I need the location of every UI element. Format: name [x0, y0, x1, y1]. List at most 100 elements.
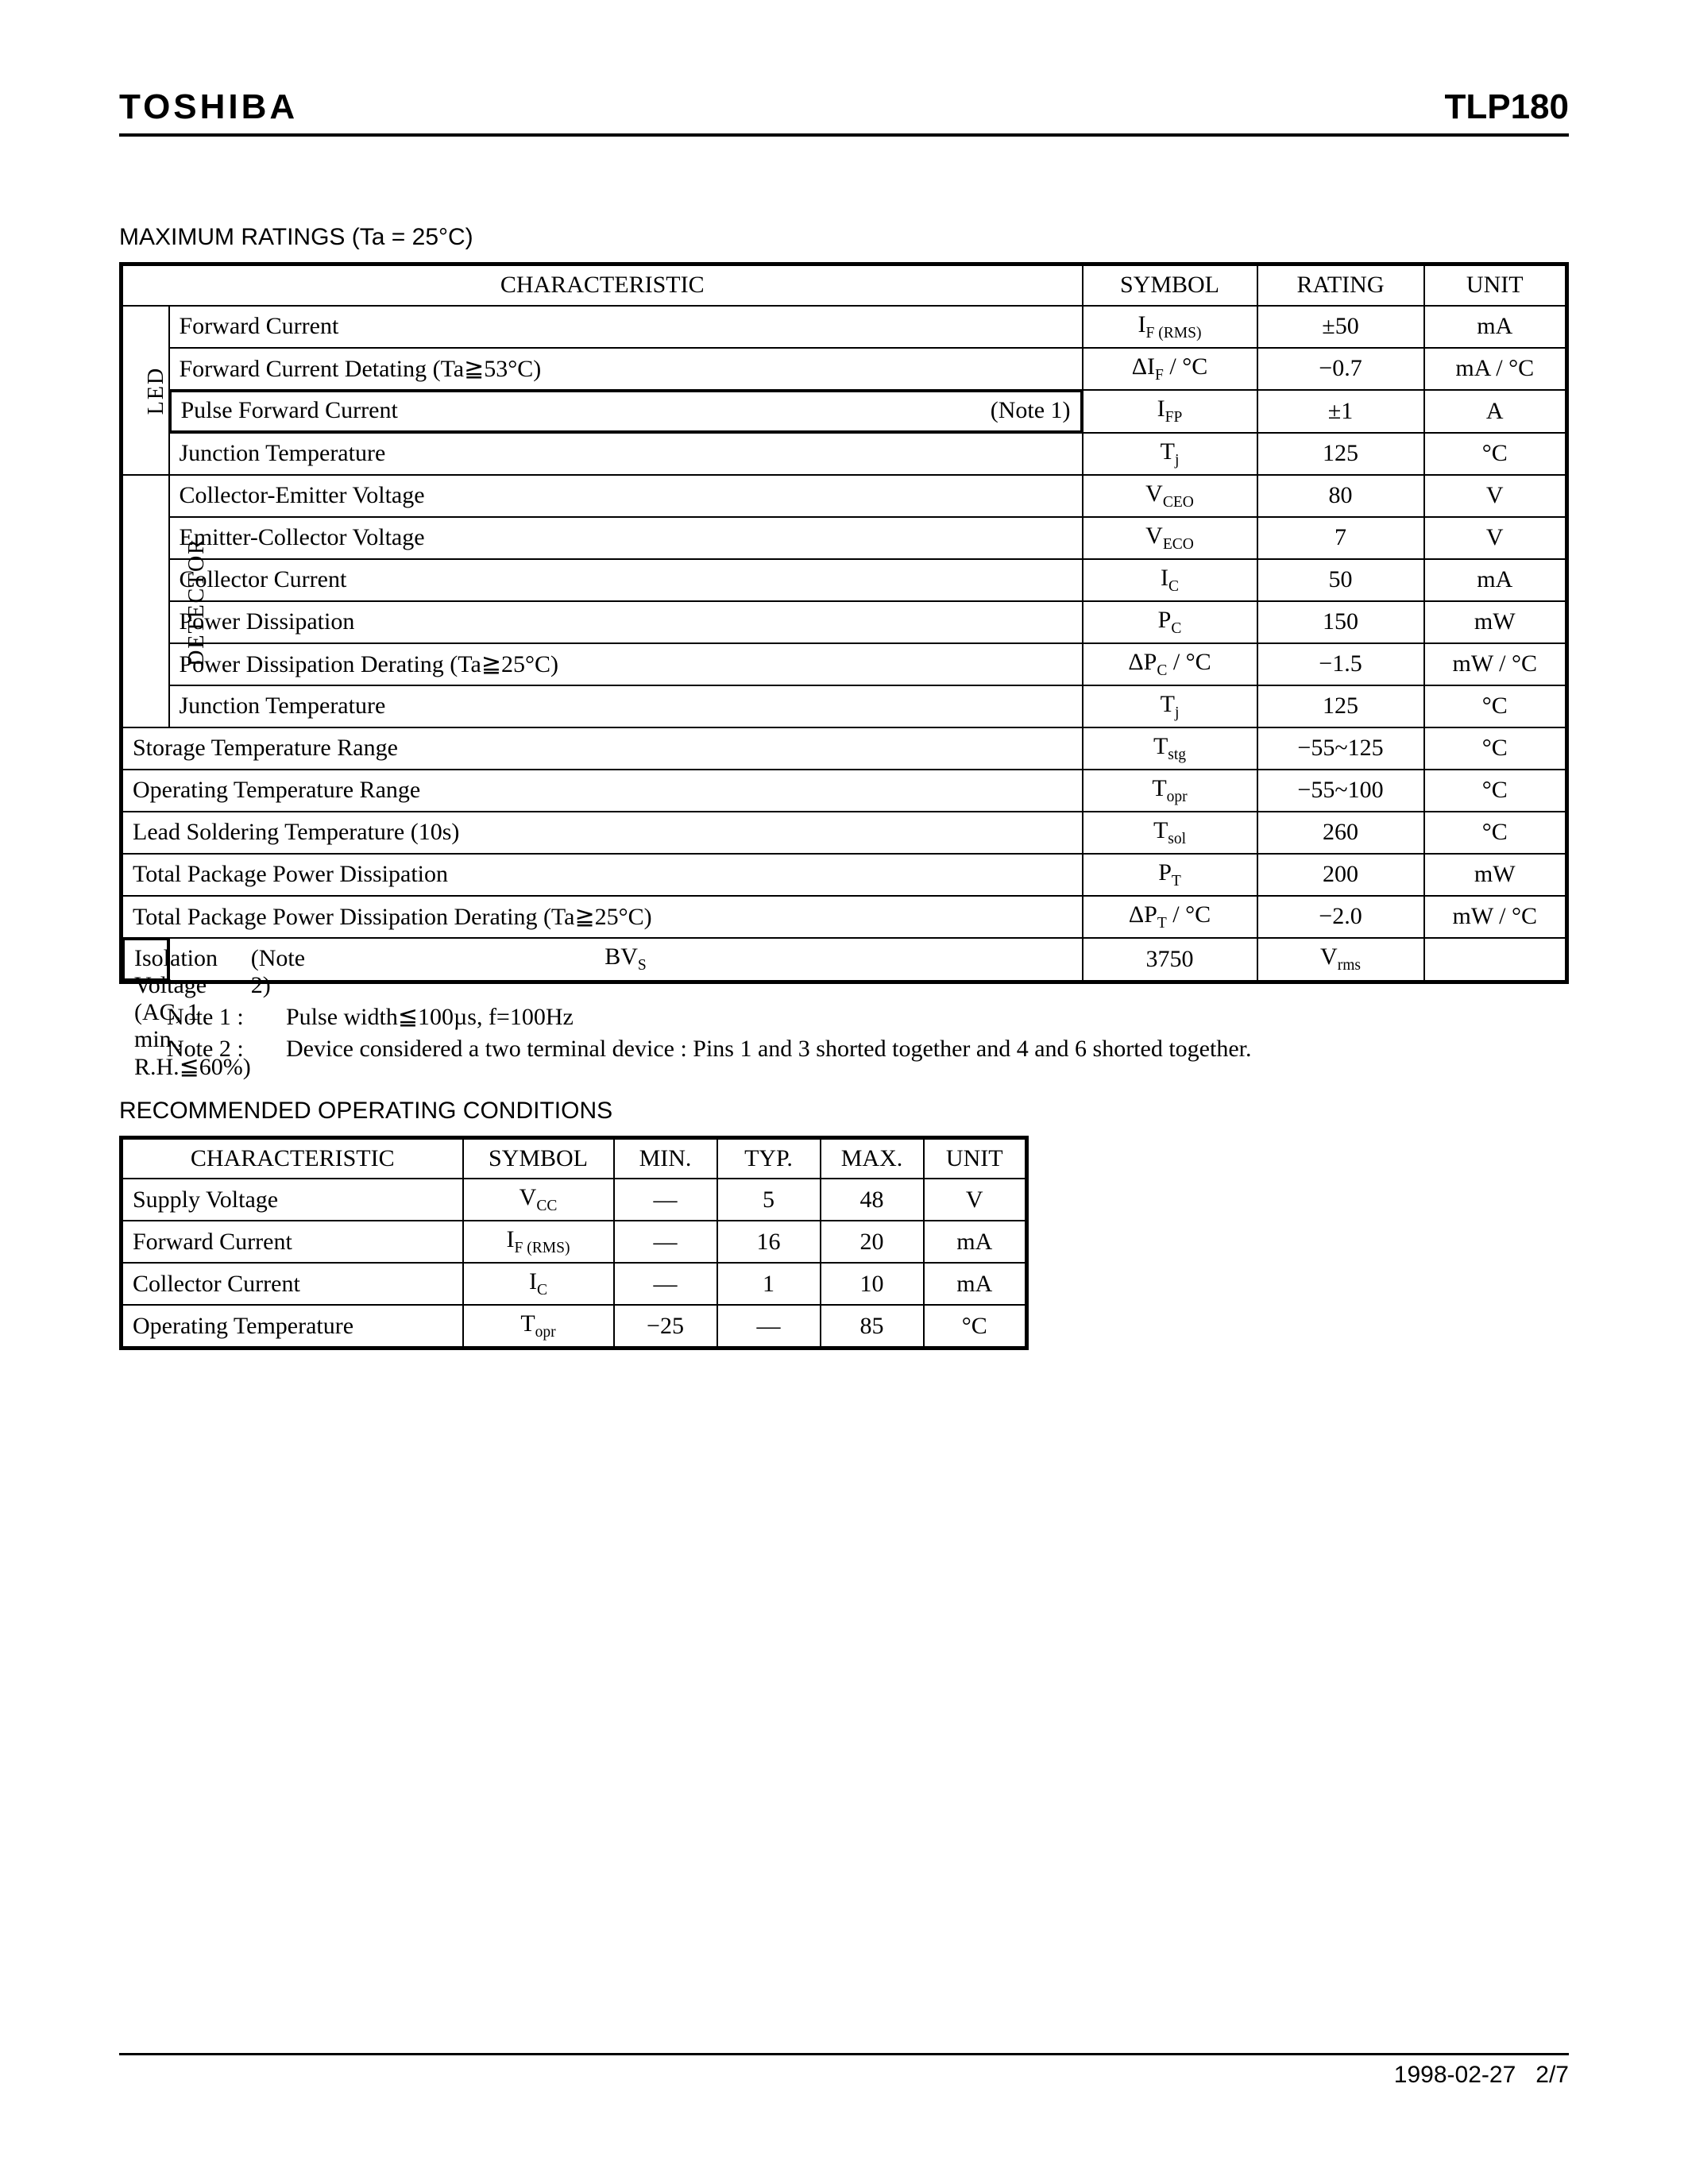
unit-cell: °C: [1424, 770, 1567, 812]
char-cell: Junction Temperature: [169, 685, 1083, 727]
table-row: Isolation Voltage (AC, 1 min., R.H.≦60%)…: [122, 938, 1567, 982]
note-label: Note 1 :: [167, 1001, 286, 1034]
rating-cell: −1.5: [1257, 643, 1424, 685]
symbol-cell: IC: [463, 1263, 614, 1305]
rating-cell: −55~125: [1257, 727, 1424, 770]
rating-cell: 125: [1257, 433, 1424, 475]
symbol-cell: IF (RMS): [1083, 306, 1257, 348]
table-row: Collector CurrentIC50mA: [122, 559, 1567, 601]
symbol-cell: Topr: [463, 1305, 614, 1349]
roc-title: RECOMMENDED OPERATING CONDITIONS: [119, 1098, 1569, 1125]
footer-page: 2/7: [1535, 2062, 1569, 2088]
unit-cell: mW / °C: [1424, 896, 1567, 938]
table-row: Total Package Power Dissipation Derating…: [122, 896, 1567, 938]
brand-logo: TOSHIBA: [119, 87, 298, 127]
part-number: TLP180: [1444, 87, 1569, 127]
rating-cell: ±1: [1257, 390, 1424, 433]
max-cell: 20: [821, 1221, 924, 1263]
typ-cell: 16: [717, 1221, 821, 1263]
datasheet-page: TOSHIBA TLP180 MAXIMUM RATINGS (Ta = 25°…: [0, 0, 1688, 2184]
rating-cell: 80: [1257, 475, 1424, 517]
table-row: Power Dissipation Derating (Ta≧25°C)ΔPC …: [122, 643, 1567, 685]
min-cell: —: [614, 1179, 717, 1221]
unit-cell: °C: [1424, 727, 1567, 770]
unit-cell: mA: [1424, 306, 1567, 348]
char-cell: Operating Temperature Range: [122, 770, 1083, 812]
table-row: Pulse Forward Current(Note 1)IFP±1A: [122, 390, 1567, 433]
table-header-row: CHARACTERISTIC SYMBOL RATING UNIT: [122, 264, 1567, 306]
char-cell: Forward Current Detating (Ta≧53°C): [169, 348, 1083, 390]
rating-cell: 125: [1257, 685, 1424, 727]
unit-cell: mA: [924, 1221, 1027, 1263]
col-unit: UNIT: [924, 1137, 1027, 1179]
col-symbol: SYMBOL: [463, 1137, 614, 1179]
unit-cell: A: [1424, 390, 1567, 433]
min-cell: —: [614, 1221, 717, 1263]
rating-cell: 200: [1257, 854, 1424, 896]
unit-cell: V: [1424, 517, 1567, 559]
rating-cell: −0.7: [1257, 348, 1424, 390]
rating-cell: 150: [1257, 601, 1424, 643]
col-typ: TYP.: [717, 1137, 821, 1179]
unit-cell: °C: [1424, 685, 1567, 727]
table-row: DETECTORCollector-Emitter VoltageVCEO80V: [122, 475, 1567, 517]
symbol-cell: VCEO: [1083, 475, 1257, 517]
rating-cell: 50: [1257, 559, 1424, 601]
table-row: Power DissipationPC150mW: [122, 601, 1567, 643]
symbol-cell: PT: [1083, 854, 1257, 896]
group-detector: DETECTOR: [122, 475, 169, 727]
table-header-row: CHARACTERISTIC SYMBOL MIN. TYP. MAX. UNI…: [122, 1137, 1027, 1179]
max-ratings-title: MAXIMUM RATINGS (Ta = 25°C): [119, 224, 1569, 251]
unit-cell: mW: [1424, 601, 1567, 643]
table-row: Storage Temperature RangeTstg−55~125°C: [122, 727, 1567, 770]
table-row: Collector CurrentIC—110mA: [122, 1263, 1027, 1305]
symbol-cell: BVS: [169, 938, 1083, 982]
roc-table: CHARACTERISTIC SYMBOL MIN. TYP. MAX. UNI…: [119, 1136, 1029, 1351]
notes-block: Note 1 :Pulse width≦100µs, f=100HzNote 2…: [167, 1001, 1569, 1066]
char-cell: Forward Current: [122, 1221, 463, 1263]
symbol-cell: ΔPC / °C: [1083, 643, 1257, 685]
table-row: Emitter-Collector VoltageVECO7V: [122, 517, 1567, 559]
col-max: MAX.: [821, 1137, 924, 1179]
col-symbol: SYMBOL: [1083, 264, 1257, 306]
rating-cell: −2.0: [1257, 896, 1424, 938]
unit-cell: °C: [924, 1305, 1027, 1349]
max-cell: 48: [821, 1179, 924, 1221]
unit-cell: V: [1424, 475, 1567, 517]
group-led: LED: [122, 306, 169, 475]
unit-cell: °C: [1424, 812, 1567, 854]
col-unit: UNIT: [1424, 264, 1567, 306]
min-cell: —: [614, 1263, 717, 1305]
footer-date: 1998-02-27: [1394, 2062, 1516, 2088]
typ-cell: 1: [717, 1263, 821, 1305]
char-cell: Lead Soldering Temperature (10s): [122, 812, 1083, 854]
unit-cell: mW: [1424, 854, 1567, 896]
char-cell: Storage Temperature Range: [122, 727, 1083, 770]
col-rating: RATING: [1257, 264, 1424, 306]
char-cell: Collector Current: [169, 559, 1083, 601]
table-row: Operating TemperatureTopr−25—85°C: [122, 1305, 1027, 1349]
symbol-cell: VECO: [1083, 517, 1257, 559]
char-cell: Collector Current: [122, 1263, 463, 1305]
max-cell: 10: [821, 1263, 924, 1305]
unit-cell: °C: [1424, 433, 1567, 475]
col-characteristic: CHARACTERISTIC: [122, 1137, 463, 1179]
table-row: Total Package Power DissipationPT200mW: [122, 854, 1567, 896]
symbol-cell: PC: [1083, 601, 1257, 643]
table-row: Junction TemperatureTj125°C: [122, 685, 1567, 727]
rating-cell: −55~100: [1257, 770, 1424, 812]
symbol-cell: IC: [1083, 559, 1257, 601]
char-cell: Power Dissipation Derating (Ta≧25°C): [169, 643, 1083, 685]
symbol-cell: Tsol: [1083, 812, 1257, 854]
char-cell: Supply Voltage: [122, 1179, 463, 1221]
symbol-cell: Topr: [1083, 770, 1257, 812]
page-header: TOSHIBA TLP180: [119, 87, 1569, 137]
rating-cell: 3750: [1083, 938, 1257, 982]
col-characteristic: CHARACTERISTIC: [122, 264, 1083, 306]
note-row: Note 2 :Device considered a two terminal…: [167, 1033, 1569, 1066]
note-text: Device considered a two terminal device …: [286, 1033, 1569, 1066]
symbol-cell: Tj: [1083, 685, 1257, 727]
rating-cell: ±50: [1257, 306, 1424, 348]
unit-cell: mW / °C: [1424, 643, 1567, 685]
note-text: Pulse width≦100µs, f=100Hz: [286, 1001, 1569, 1034]
